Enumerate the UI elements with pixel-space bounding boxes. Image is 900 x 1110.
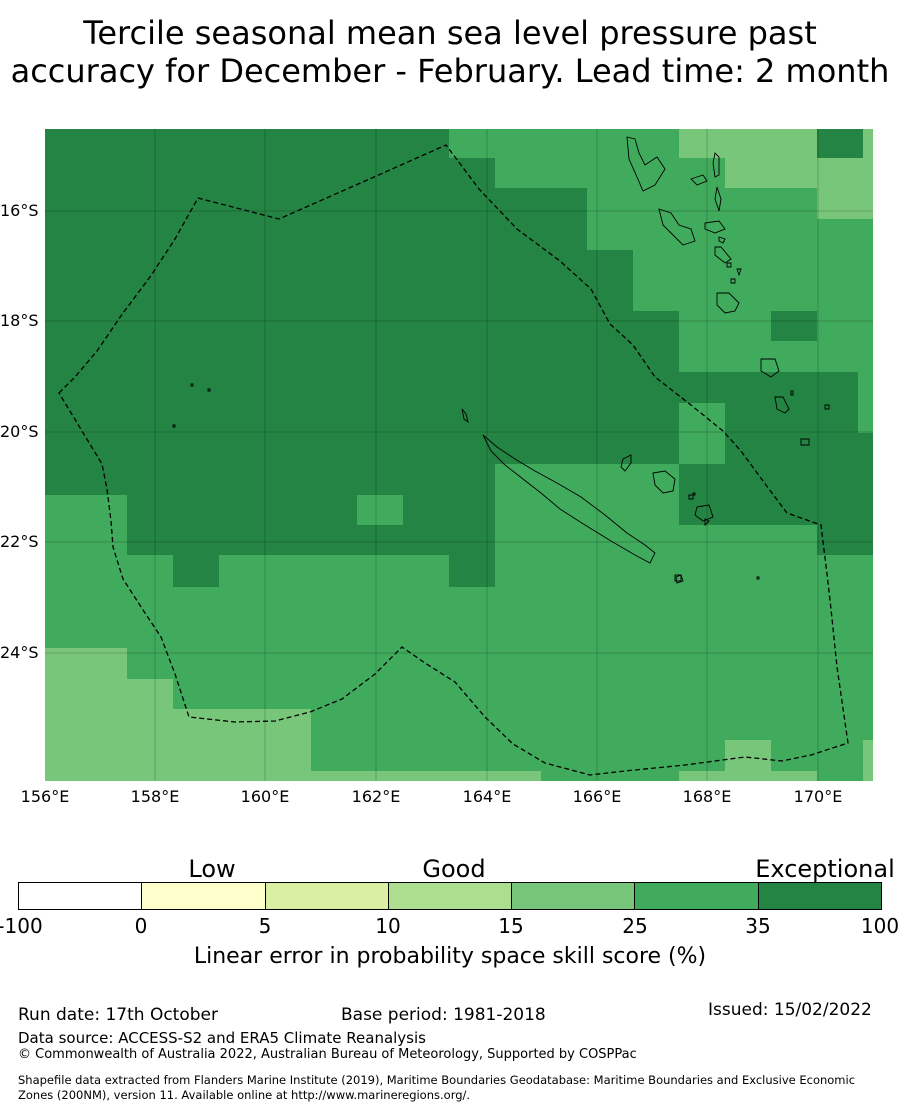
colorbar-segment	[19, 883, 143, 909]
copyright: © Commonwealth of Australia 2022, Austra…	[18, 1047, 637, 1062]
land-outlines	[172, 136, 830, 584]
skill-map-canvas	[45, 129, 873, 781]
colorbar-title: Linear error in probability space skill …	[193, 944, 707, 969]
colorbar-tick: 25	[622, 914, 648, 938]
mare	[694, 504, 714, 522]
paama-epi	[714, 236, 732, 264]
colorbar-segment	[758, 883, 881, 909]
espiritu-santo	[626, 136, 666, 192]
colorbar	[18, 882, 882, 910]
base-period: Base period: 1981-2018	[341, 1005, 546, 1025]
lat-label-20s: 20°S	[0, 422, 39, 441]
malakula	[658, 208, 696, 246]
ambrym	[704, 220, 726, 234]
colorbar-tick: -100	[0, 914, 43, 938]
ouvea	[620, 454, 632, 472]
category-low: Low	[188, 855, 236, 883]
lat-label-24s: 24°S	[0, 643, 39, 662]
colorbar-segment	[635, 883, 759, 909]
pentecost	[714, 186, 722, 212]
tiga	[688, 494, 694, 500]
colorbar-tick: 0	[134, 914, 148, 938]
erromango	[760, 358, 780, 378]
map-title-line-2: accuracy for December - February. Lead t…	[10, 52, 890, 90]
lat-label-16s: 16°S	[0, 201, 39, 220]
shapefile-credit-line-2: Zones (200NM), version 11. Available onl…	[18, 1088, 471, 1102]
colorbar-tick: 10	[375, 914, 401, 938]
colorbar-segment	[265, 883, 389, 909]
data-source: Data source: ACCESS-S2 and ERA5 Climate …	[18, 1029, 426, 1047]
maewo	[712, 152, 720, 178]
issued-date: Issued: 15/02/2022	[708, 1000, 872, 1020]
lon-label-164e: 164°E	[462, 787, 512, 806]
lat-label-18s: 18°S	[0, 311, 39, 330]
lon-label-156e: 156°E	[20, 787, 70, 806]
colorbar-tick: 35	[745, 914, 771, 938]
futuna-aniwa	[790, 390, 830, 410]
lon-label-168e: 168°E	[682, 787, 732, 806]
lon-label-160e: 160°E	[240, 787, 290, 806]
skill-zone-35-100	[45, 129, 873, 587]
lat-label-22s: 22°S	[0, 532, 39, 551]
new-caledonia-grande-terre	[482, 434, 656, 564]
belep-islands	[461, 408, 469, 424]
aneityum	[800, 438, 810, 446]
category-good: Good	[422, 855, 486, 883]
shepherd-islands	[726, 262, 742, 284]
colorbar-segment	[388, 883, 513, 909]
graticule	[45, 129, 873, 781]
run-date: Run date: 17th October	[18, 1005, 218, 1025]
efate	[716, 292, 740, 314]
category-exceptional: Exceptional	[755, 855, 895, 883]
lon-label-162e: 162°E	[351, 787, 401, 806]
skill-map	[45, 129, 873, 781]
matthew-hunter	[674, 574, 760, 582]
colorbar-tick: 5	[258, 914, 272, 938]
ambae	[690, 174, 708, 186]
lon-label-170e: 170°E	[793, 787, 843, 806]
skill-zone-15-25	[45, 129, 873, 781]
lon-label-158e: 158°E	[130, 787, 180, 806]
colorbar-segment	[142, 883, 266, 909]
colorbar-tick: 15	[498, 914, 524, 938]
shapefile-credit-line-1: Shapefile data extracted from Flanders M…	[18, 1073, 856, 1087]
colorbar-segment	[512, 883, 636, 909]
lifou	[652, 470, 676, 494]
colorbar-tick: 100	[860, 914, 900, 938]
lon-label-166e: 166°E	[572, 787, 622, 806]
map-title-line-1: Tercile seasonal mean sea level pressure…	[83, 14, 817, 52]
tanna	[774, 396, 790, 414]
chesterfield-dots	[172, 383, 211, 428]
loyalty-islets	[692, 492, 710, 527]
eez-boundary	[58, 144, 849, 776]
